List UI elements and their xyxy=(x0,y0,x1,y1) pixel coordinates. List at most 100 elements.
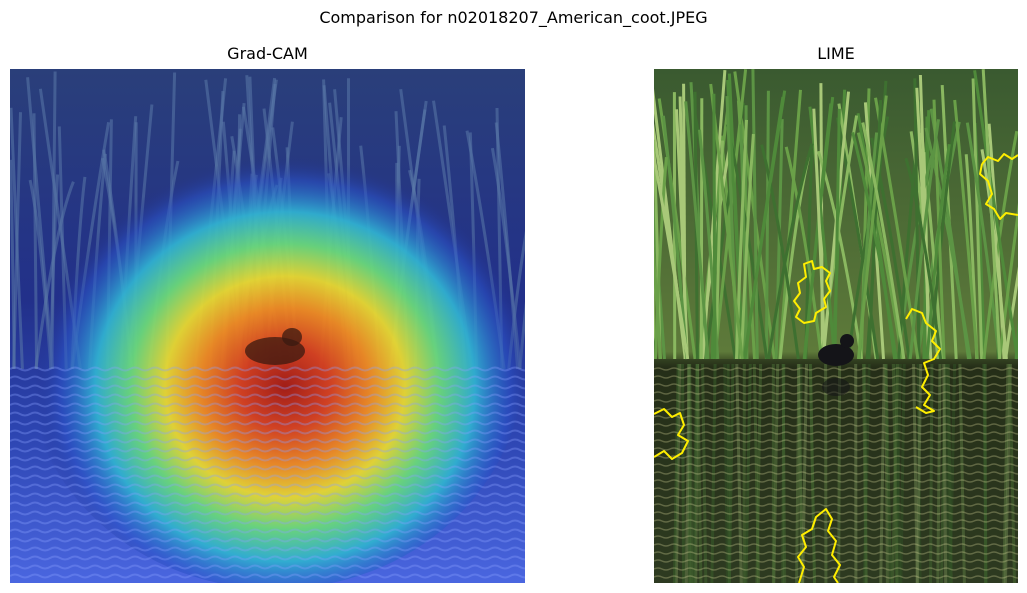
reed-reflection xyxy=(723,363,729,583)
reed-stroke xyxy=(654,237,663,360)
water-ripple xyxy=(654,551,1018,555)
reed-reflection xyxy=(891,363,899,583)
reed-reflection xyxy=(884,363,893,583)
reed-stroke xyxy=(760,144,800,360)
reed-reflection xyxy=(808,363,816,583)
reed-reflection xyxy=(863,363,868,583)
water-ripple xyxy=(10,564,525,570)
water-ripple xyxy=(654,375,1018,379)
reed-stroke xyxy=(897,101,922,360)
water-ripple xyxy=(10,492,525,498)
reed-reflection xyxy=(688,363,694,583)
water-ripple xyxy=(654,543,1018,547)
water-ripple xyxy=(10,555,525,561)
reed-stroke xyxy=(739,133,755,360)
reed-reflection xyxy=(681,363,686,583)
water-ripple xyxy=(10,546,525,552)
water-ripple xyxy=(10,528,525,534)
reed-stroke xyxy=(928,121,956,360)
reed-stroke xyxy=(661,115,689,360)
reed-reflection xyxy=(735,363,743,583)
reed-stroke xyxy=(778,89,802,360)
reed-reflection xyxy=(958,363,966,583)
reed-reflection xyxy=(752,363,761,583)
water-ripple xyxy=(10,366,525,372)
water-ripple xyxy=(654,399,1018,403)
reed-stroke xyxy=(908,119,940,360)
reed-reflection xyxy=(915,363,923,583)
gradcam-panel-title: Grad-CAM xyxy=(227,44,308,63)
reed-reflection xyxy=(710,363,717,583)
reed-stroke xyxy=(808,106,837,360)
water-ripple xyxy=(10,420,525,426)
reed-stroke xyxy=(712,93,717,360)
water-ripple xyxy=(654,439,1018,443)
reed-stroke xyxy=(751,69,759,360)
water-ripple xyxy=(654,495,1018,499)
reed-reflection xyxy=(899,363,906,583)
figure-title: Comparison for n02018207_American_coot.J… xyxy=(319,8,708,27)
reed-reflection xyxy=(936,363,942,583)
reed-reflection xyxy=(701,363,708,583)
water-ripple xyxy=(654,463,1018,467)
reed-reflection xyxy=(727,363,735,583)
water-ripple xyxy=(654,407,1018,411)
water-ripple xyxy=(10,537,525,543)
reed-stroke xyxy=(856,95,888,360)
water-ripple xyxy=(654,487,1018,491)
water-ripple xyxy=(10,438,525,444)
reed-stroke xyxy=(833,108,841,360)
water-ripple xyxy=(654,455,1018,459)
water-ripple xyxy=(10,429,525,435)
gradcam-image xyxy=(10,69,525,583)
reed-stroke xyxy=(1004,266,1018,360)
water-ripple xyxy=(10,384,525,390)
reed-reflection xyxy=(692,363,699,583)
water-ripple xyxy=(10,474,525,480)
gradcam-heatmap-svg xyxy=(10,69,525,583)
water-ripple xyxy=(654,511,1018,515)
reed-reflection xyxy=(837,363,842,583)
reed-stroke xyxy=(870,137,911,360)
water-ripple xyxy=(654,447,1018,451)
reed-stroke xyxy=(851,132,898,360)
water-ripple xyxy=(10,393,525,399)
water-ripple xyxy=(10,411,525,417)
reed-stroke xyxy=(713,69,748,360)
water-ripple xyxy=(10,510,525,516)
reed-stroke xyxy=(784,146,824,360)
water-ripple xyxy=(10,573,525,579)
reed-stroke xyxy=(764,90,770,360)
reed-stroke xyxy=(861,122,906,360)
reed-stroke xyxy=(913,78,921,360)
reed-stroke xyxy=(743,96,785,360)
lime-overlay-svg xyxy=(654,69,1018,583)
water-ripple xyxy=(654,423,1018,427)
reed-stroke xyxy=(981,69,1002,360)
water-ripple xyxy=(10,483,525,489)
reed-stroke xyxy=(767,143,814,360)
reed-reflection xyxy=(944,363,950,583)
water-ripple xyxy=(10,402,525,408)
reed-reflection xyxy=(801,363,808,583)
reed-reflection xyxy=(674,363,682,583)
reed-stroke xyxy=(725,96,739,360)
reed-reflection xyxy=(1008,363,1016,583)
reed-stroke xyxy=(10,159,16,370)
water-ripple xyxy=(10,456,525,462)
reed-stroke xyxy=(684,101,710,360)
reed-stroke xyxy=(699,98,704,360)
reed-stroke xyxy=(856,132,904,360)
water-ripple xyxy=(654,575,1018,579)
water-ripple xyxy=(10,375,525,381)
reed-stroke xyxy=(965,122,1001,360)
reed-stroke xyxy=(953,99,979,360)
water-ripple xyxy=(654,471,1018,475)
water-ripple xyxy=(10,465,525,471)
reed-stroke xyxy=(982,130,1018,360)
reed-reflection xyxy=(929,363,934,583)
reed-reflection xyxy=(744,363,752,583)
water-ripple xyxy=(654,519,1018,523)
reed-stroke xyxy=(654,156,668,360)
lime-image xyxy=(654,69,1018,583)
